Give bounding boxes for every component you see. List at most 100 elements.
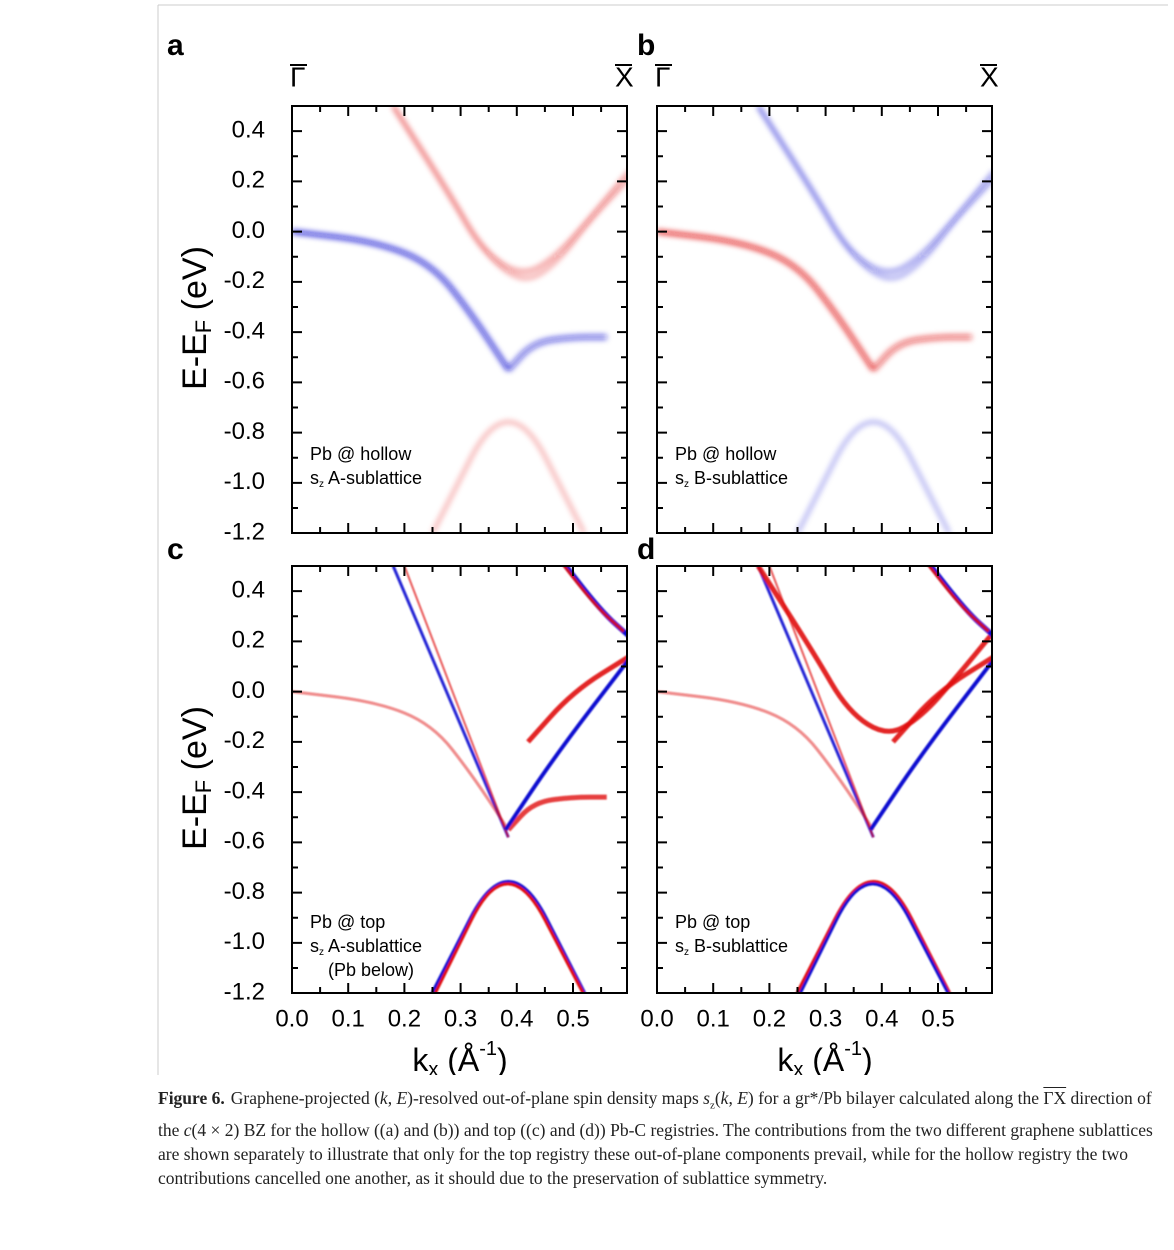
y-tick-label: -0.4 (224, 777, 265, 804)
note-text: A-sublattice (324, 936, 422, 956)
caption-text: c (183, 1119, 192, 1140)
band (756, 106, 992, 273)
x-tick-label: 0.0 (640, 1005, 673, 1032)
band (506, 794, 607, 832)
caption-text: z (709, 1099, 715, 1112)
x-tick-label: 0.2 (388, 1005, 421, 1032)
band (503, 658, 627, 831)
note-text: B-sublattice (689, 468, 788, 488)
caption-text: , (728, 1088, 738, 1108)
x-label-part: (Å (803, 1042, 845, 1075)
y-tick-label: 0.4 (232, 116, 265, 143)
note-text: B-sublattice (689, 936, 788, 956)
note-text: z (684, 947, 689, 958)
note-text: Pb @ top (675, 912, 750, 932)
x-label-part: ) (862, 1042, 873, 1075)
note-text: s (675, 936, 684, 956)
note-text: z (319, 479, 324, 490)
y-tick-label: 0.2 (232, 627, 265, 654)
y-tick-label: -0.6 (224, 368, 265, 395)
caption-text: k (379, 1088, 388, 1108)
note-text: s (310, 468, 319, 488)
y-tick-label: 0.2 (232, 167, 265, 194)
band (756, 566, 875, 838)
band (795, 879, 952, 993)
x-label-part: k (777, 1042, 794, 1075)
caption-text: s (703, 1088, 710, 1108)
y-label-part: E-E (176, 333, 214, 390)
x-label-part: (Å (438, 1042, 480, 1075)
caption-text: ) for a gr*/Pb bilayer calculated along … (747, 1088, 1044, 1108)
note-text: Pb @ hollow (675, 444, 777, 464)
x-tick-label: 0.1 (332, 1005, 365, 1032)
plot-frame (656, 565, 993, 994)
panel-note: sz A-sublattice (310, 936, 422, 958)
caption-label: Figure 6. (158, 1088, 225, 1108)
note-text: z (684, 479, 689, 490)
band (891, 654, 992, 744)
band (657, 229, 876, 371)
panel-letter: a (167, 29, 184, 62)
note-text: s (310, 936, 319, 956)
x-tick-label: 0.2 (753, 1005, 786, 1032)
caption-text: Graphene-projected ( (230, 1088, 380, 1108)
band (798, 882, 950, 993)
x-axis-label: kx (Å-1) (777, 1038, 872, 1075)
panel-note: Pb @ top (675, 912, 750, 932)
y-tick-label: -1.0 (224, 928, 265, 955)
y-tick-label: -1.2 (224, 978, 265, 1005)
k-point-label: X (980, 61, 999, 92)
panel-letter: c (167, 533, 184, 566)
bands (292, 106, 627, 533)
x-tick-label: 0.4 (500, 1005, 533, 1032)
band (657, 690, 875, 831)
band (871, 334, 972, 372)
x-axis-label: kx (Å-1) (412, 1038, 507, 1075)
caption-text: ΓX (1043, 1088, 1067, 1108)
band (431, 420, 586, 533)
band (433, 882, 585, 993)
band (562, 566, 625, 633)
y-axis-label: E-EF (eV) (176, 706, 216, 850)
panel-note: Pb @ top (310, 912, 385, 932)
band (391, 566, 510, 838)
panel-note: sz B-sublattice (675, 468, 788, 490)
y-tick-label: -0.8 (224, 418, 265, 445)
caption-text: direction of the (158, 1088, 1152, 1140)
x-tick-label: 0.0 (275, 1005, 308, 1032)
x-tick-label: 0.3 (809, 1005, 842, 1032)
plot-frame (656, 105, 993, 534)
band (430, 879, 587, 993)
caption-text: E (737, 1088, 748, 1108)
y-tick-label: -1.2 (224, 518, 265, 545)
y-tick-label: -0.4 (224, 317, 265, 344)
y-axis-label: E-EF (eV) (176, 246, 216, 390)
x-label-part: -1 (479, 1038, 497, 1060)
x-tick-label: 0.4 (865, 1005, 898, 1032)
x-tick-label: 0.5 (921, 1005, 954, 1032)
caption-text: k (720, 1088, 729, 1108)
caption-text: E (396, 1088, 408, 1108)
panel-letter: b (637, 29, 655, 62)
band (506, 334, 607, 372)
panel-note: Pb @ hollow (675, 444, 777, 464)
y-label-part: F (191, 780, 216, 793)
band (391, 106, 627, 273)
panel-note: Pb @ hollow (310, 444, 412, 464)
band (756, 106, 992, 280)
y-label-part: (eV) (176, 246, 214, 320)
spin-map (292, 106, 627, 533)
bands (657, 106, 992, 533)
x-label-part: x (428, 1059, 438, 1075)
note-text: Pb @ top (310, 912, 385, 932)
x-label-part: -1 (844, 1038, 862, 1060)
x-label-part: k (412, 1042, 429, 1075)
y-tick-label: -0.2 (224, 267, 265, 294)
panel-note: sz A-sublattice (310, 468, 422, 490)
bands (292, 566, 627, 993)
y-label-part: F (191, 320, 216, 333)
spin-map (657, 106, 992, 533)
y-label-part: (eV) (176, 706, 214, 780)
